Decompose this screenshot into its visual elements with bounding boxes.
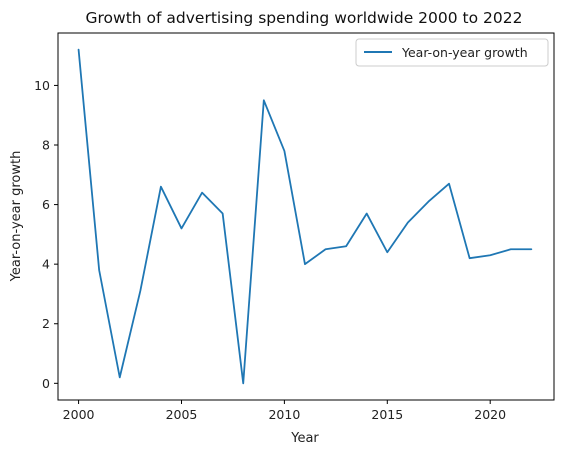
series-layer	[77, 48, 533, 385]
y-tick-label: 4	[42, 257, 50, 272]
y-axis-ticks: 0 2 4 6 8 10	[34, 78, 58, 391]
x-axis-label: Year	[290, 431, 319, 446]
x-tick-label: 2005	[166, 407, 198, 422]
plot-area	[57, 32, 555, 401]
chart-title: Growth of advertising spending worldwide…	[86, 9, 523, 27]
legend-entry-label: Year-on-year growth	[401, 45, 528, 60]
x-tick-label: 2000	[63, 407, 95, 422]
x-tick-label: 2010	[268, 407, 300, 422]
y-tick-label: 2	[42, 316, 50, 331]
series-line	[77, 48, 533, 385]
x-axis-ticks: 2000 2005 2010 2015 2020	[63, 400, 506, 422]
y-tick-label: 6	[42, 197, 50, 212]
y-tick-label: 0	[42, 376, 50, 391]
y-tick-label: 8	[42, 138, 50, 153]
x-tick-label: 2020	[474, 407, 506, 422]
x-tick-label: 2015	[371, 407, 403, 422]
legend-box	[355, 38, 549, 67]
y-tick-label: 10	[34, 78, 50, 93]
y-axis-label: Year-on-year growth	[9, 151, 24, 283]
legend: Year-on-year growth	[355, 38, 549, 67]
